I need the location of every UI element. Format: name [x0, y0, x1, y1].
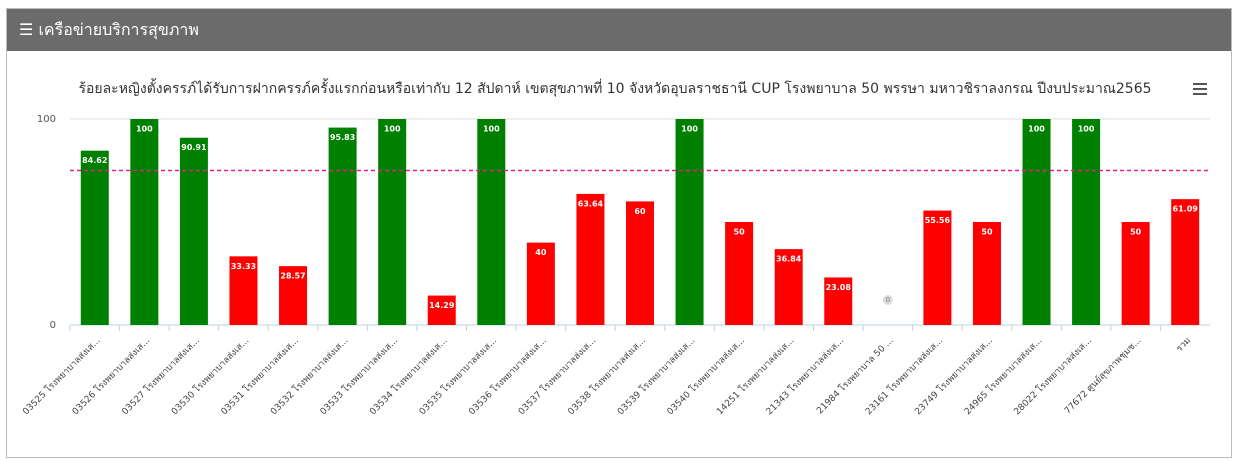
data-label: 61.09: [1173, 205, 1199, 214]
data-label: 100: [1028, 125, 1045, 134]
chart-title: ร้อยละหญิงตั้งครรภ์ได้รับการฝากครรภ์ครั้…: [78, 78, 1151, 97]
bar: [477, 119, 506, 325]
data-label: 55.56: [925, 216, 951, 225]
x-tick-label: 03526 โรงพยาบาลส่งเส...: [70, 335, 152, 417]
x-tick-label: 03535 โรงพยาบาลส่งเส...: [417, 335, 499, 417]
y-tick-label: 0: [50, 320, 56, 331]
x-tick-label: 03527 โรงพยาบาลส่งเส...: [120, 335, 202, 417]
data-label: 63.64: [578, 199, 604, 208]
data-label: 100: [483, 125, 500, 134]
bar: [80, 150, 109, 325]
bar: [378, 119, 407, 325]
data-label: 60: [634, 207, 646, 216]
data-label: 14.29: [429, 301, 455, 310]
data-label: 23.08: [826, 283, 852, 292]
bar: [725, 222, 754, 325]
bar: [675, 119, 704, 325]
data-label: 50: [981, 228, 993, 237]
x-tick-label: 03532 โรงพยาบาลส่งเส...: [268, 335, 350, 417]
data-label: 33.33: [231, 262, 256, 271]
data-label: 100: [384, 125, 401, 134]
x-tick-label: 23749 โรงพยาบาลส่งเส...: [913, 335, 995, 417]
x-tick-label: 03530 โรงพยาบาลส่งเส...: [169, 335, 251, 417]
bar: [229, 256, 258, 325]
panel: ☰ เครือข่ายบริการสุขภาพ: [6, 8, 1232, 458]
bar: [1171, 199, 1200, 325]
x-tick-label: 28022 โรงพยาบาลส่งเส...: [1012, 335, 1094, 417]
menu-icon[interactable]: ☰: [19, 20, 34, 39]
bar: [1121, 222, 1150, 325]
data-label: 100: [136, 125, 153, 134]
bar: [179, 137, 208, 325]
data-label: 100: [1078, 125, 1095, 134]
x-tick-label: 14251 โรงพยาบาลส่งเส...: [714, 335, 796, 417]
bar: [427, 295, 456, 325]
menu-line: [1193, 93, 1207, 95]
data-label-bg: [882, 295, 893, 305]
bar: [824, 277, 853, 325]
bar: [279, 266, 308, 325]
data-label: 95.83: [330, 133, 355, 142]
panel-header: ☰ เครือข่ายบริการสุขภาพ: [7, 9, 1231, 51]
data-label: 36.84: [776, 255, 802, 264]
bar: [328, 127, 357, 325]
data-label: 28.57: [280, 272, 305, 281]
x-tick-label: 03525 โรงพยาบาลส่งเส...: [21, 335, 103, 417]
x-tick-label: 03537 โรงพยาบาลส่งเส...: [516, 335, 598, 417]
x-tick-label: 03531 โรงพยาบาลส่งเส...: [219, 335, 301, 417]
x-tick-label: 03538 โรงพยาบาลส่งเส...: [566, 335, 648, 417]
data-label: 50: [1130, 228, 1142, 237]
x-tick-label: 21343 โรงพยาบาลส่งเส...: [764, 335, 846, 417]
x-tick-label: 77672 ศูนย์สุขภาพชุมช...: [1062, 334, 1144, 416]
bar: [576, 193, 605, 325]
menu-line: [1193, 83, 1207, 85]
bar: [774, 249, 803, 325]
data-label: 100: [681, 125, 698, 134]
data-label: 0: [886, 296, 890, 304]
bar: [130, 119, 159, 325]
header-title: เครือข่ายบริการสุขภาพ: [38, 20, 199, 39]
menu-line: [1193, 88, 1207, 90]
x-tick-label: 03540 โรงพยาบาลส่งเส...: [665, 335, 747, 417]
x-tick-label: 03534 โรงพยาบาลส่งเส...: [368, 335, 450, 417]
x-tick-label: 03539 โรงพยาบาลส่งเส...: [615, 335, 697, 417]
y-tick-label: 100: [37, 114, 56, 125]
x-tick-label: 03536 โรงพยาบาลส่งเส...: [467, 335, 549, 417]
bar: [1022, 119, 1051, 325]
data-label: 90.91: [181, 143, 207, 152]
bar: [526, 242, 555, 325]
data-label: 40: [535, 248, 547, 257]
x-tick-label: รวม: [1175, 336, 1193, 354]
data-label: 84.62: [82, 156, 107, 165]
bar: [626, 201, 654, 325]
x-tick-label: 23161 โรงพยาบาลส่งเส...: [863, 335, 945, 417]
data-label: 50: [734, 228, 746, 237]
chart-menu[interactable]: [1193, 83, 1207, 95]
bar: [1072, 119, 1101, 325]
bar: [923, 210, 952, 325]
x-tick-label: 24965 โรงพยาบาลส่งเส...: [962, 335, 1044, 417]
x-tick-label: 03533 โรงพยาบาลส่งเส...: [318, 335, 400, 417]
bar: [972, 222, 1001, 325]
